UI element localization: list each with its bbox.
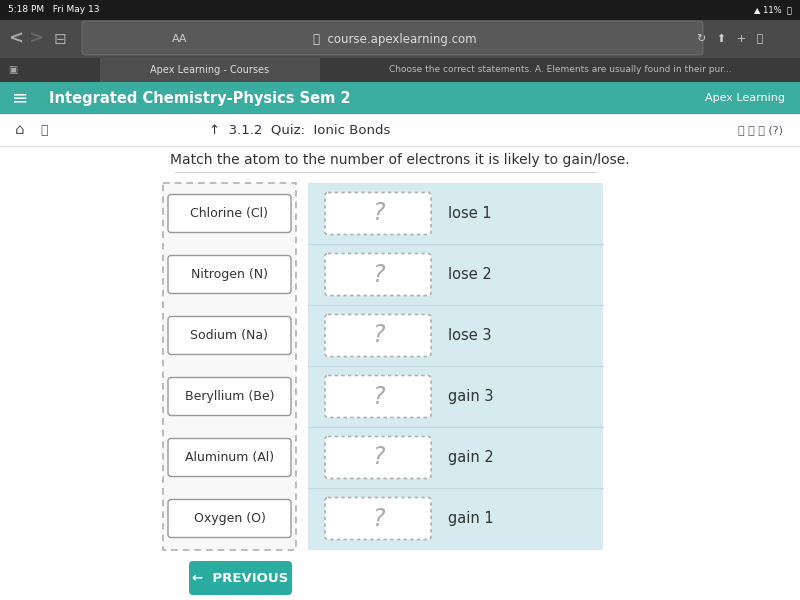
Bar — [0, 114, 800, 146]
FancyBboxPatch shape — [325, 314, 431, 356]
Text: ?: ? — [372, 202, 384, 226]
Bar — [0, 20, 800, 58]
FancyBboxPatch shape — [325, 376, 431, 418]
FancyBboxPatch shape — [325, 193, 431, 235]
FancyBboxPatch shape — [325, 437, 431, 479]
Text: ⌂: ⌂ — [15, 122, 25, 137]
Text: 🔒  course.apexlearning.com: 🔒 course.apexlearning.com — [313, 32, 477, 46]
Text: ?: ? — [372, 385, 384, 409]
Bar — [85, 24, 700, 52]
FancyBboxPatch shape — [168, 499, 291, 538]
Text: Chlorine (Cl): Chlorine (Cl) — [190, 207, 269, 220]
Text: Integrated Chemistry-Physics Sem 2: Integrated Chemistry-Physics Sem 2 — [49, 91, 351, 106]
Text: lose 1: lose 1 — [448, 206, 492, 221]
Text: ▲ 11%  🔋: ▲ 11% 🔋 — [754, 5, 792, 14]
Bar — [100, 58, 320, 82]
Text: Apex Learning - Courses: Apex Learning - Courses — [150, 65, 270, 75]
Text: <: < — [9, 30, 23, 48]
FancyBboxPatch shape — [168, 194, 291, 232]
Text: ≡: ≡ — [12, 88, 28, 107]
Text: ↻   ⬆   +   ⧉: ↻ ⬆ + ⧉ — [697, 34, 763, 44]
Text: Match the atom to the number of electrons it is likely to gain/lose.: Match the atom to the number of electron… — [170, 153, 630, 167]
Text: Choose the correct statements. A. Elements are usually found in their pur...: Choose the correct statements. A. Elemen… — [389, 65, 731, 74]
Text: 文 👤 🖨 (?): 文 👤 🖨 (?) — [738, 125, 782, 135]
Bar — [0, 82, 800, 114]
Text: Apex Learning: Apex Learning — [705, 93, 785, 103]
FancyBboxPatch shape — [189, 561, 292, 595]
Bar — [0, 0, 800, 20]
Text: >: > — [29, 30, 43, 48]
FancyBboxPatch shape — [325, 253, 431, 295]
Text: Sodium (Na): Sodium (Na) — [190, 329, 269, 342]
Text: ←  PREVIOUS: ← PREVIOUS — [192, 571, 289, 584]
Text: Beryllium (Be): Beryllium (Be) — [185, 390, 274, 403]
FancyBboxPatch shape — [168, 377, 291, 415]
Bar — [0, 58, 800, 82]
FancyBboxPatch shape — [325, 497, 431, 539]
Text: ↑  3.1.2  Quiz:  Ionic Bonds: ↑ 3.1.2 Quiz: Ionic Bonds — [210, 124, 390, 136]
FancyBboxPatch shape — [168, 256, 291, 293]
Bar — [322, 58, 800, 82]
Text: lose 2: lose 2 — [448, 267, 492, 282]
Text: Oxygen (O): Oxygen (O) — [194, 512, 266, 525]
Text: gain 2: gain 2 — [448, 450, 494, 465]
FancyBboxPatch shape — [168, 317, 291, 355]
Text: ?: ? — [372, 263, 384, 286]
Text: Aluminum (Al): Aluminum (Al) — [185, 451, 274, 464]
Text: AA: AA — [172, 34, 188, 44]
Bar — [308, 183, 603, 550]
Text: 📋: 📋 — [40, 124, 47, 136]
Text: ?: ? — [372, 506, 384, 530]
Text: 5:18 PM   Fri May 13: 5:18 PM Fri May 13 — [8, 5, 99, 14]
Text: ?: ? — [372, 445, 384, 469]
Text: lose 3: lose 3 — [448, 328, 491, 343]
Text: gain 3: gain 3 — [448, 389, 494, 404]
Text: ▣: ▣ — [8, 65, 18, 75]
Text: ⊟: ⊟ — [54, 31, 66, 46]
FancyBboxPatch shape — [82, 21, 703, 55]
Text: Nitrogen (N): Nitrogen (N) — [191, 268, 268, 281]
Bar — [0, 146, 800, 600]
FancyBboxPatch shape — [163, 183, 296, 550]
Text: ?: ? — [372, 323, 384, 347]
Text: gain 1: gain 1 — [448, 511, 494, 526]
FancyBboxPatch shape — [168, 439, 291, 476]
